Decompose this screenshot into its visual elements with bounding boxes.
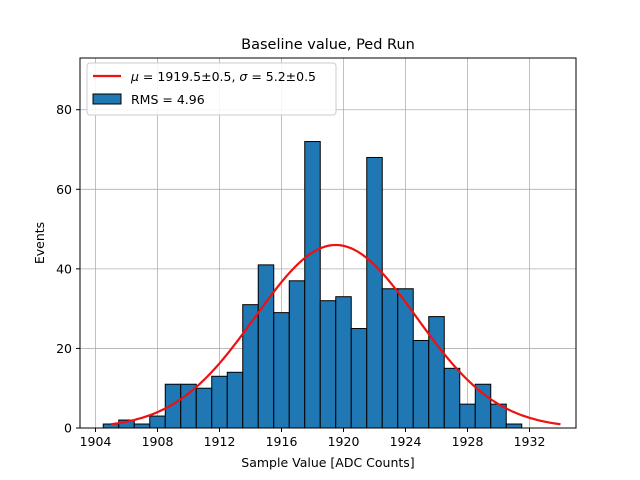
histogram-bar <box>428 316 445 429</box>
histogram-bar <box>412 339 430 429</box>
legend-fit-label: μ = 1919.5±0.5, σ = 5.2±0.5 <box>130 69 316 84</box>
y-axis-label: Events <box>32 222 47 264</box>
legend-sigma-symbol: σ <box>239 69 248 84</box>
chart-title: Baseline value, Ped Run <box>241 37 415 53</box>
legend-mu-value: 1919.5±0.5 <box>157 69 231 84</box>
y-tick-label: 40 <box>56 261 72 276</box>
x-tick-label: 1916 <box>266 434 298 449</box>
x-tick-label: 1928 <box>452 434 484 449</box>
x-tick-label: 1908 <box>142 434 174 449</box>
histogram-bar <box>211 375 228 429</box>
x-axis-label: Sample Value [ADC Counts] <box>241 455 414 470</box>
histogram-bars <box>102 141 523 429</box>
histogram-bar <box>257 264 275 429</box>
histogram-bar <box>350 328 368 429</box>
histogram-bar <box>474 383 492 429</box>
y-tick-label: 60 <box>56 182 72 197</box>
axis-ticks: 1904 1908 1912 1916 1920 1924 1928 1932 0 20 40 60 8… <box>56 102 545 449</box>
y-tick-label: 20 <box>56 341 72 356</box>
legend-sigma-value: 5.2±0.5 <box>266 69 316 84</box>
plot-frame <box>79 57 577 429</box>
legend-sigma-eq: = <box>247 69 265 84</box>
histogram-bar <box>102 423 120 429</box>
histogram-bar <box>288 280 306 429</box>
histogram-bar <box>149 415 166 429</box>
histogram-bar <box>443 367 461 429</box>
histogram-bar <box>505 423 523 429</box>
legend: μ = 1919.5±0.5, σ = 5.2±0.5 RMS = 4.96 <box>86 62 337 116</box>
histogram-bar <box>459 403 476 429</box>
x-tick-label: 1912 <box>204 434 236 449</box>
legend-box <box>86 62 337 116</box>
histogram-bar <box>133 423 151 429</box>
histogram-bar <box>226 371 244 429</box>
histogram-bar <box>366 156 383 429</box>
gaussian-fit-curve <box>110 243 561 426</box>
histogram-bar <box>319 300 337 429</box>
x-tick-label: 1920 <box>328 434 360 449</box>
y-tick-label: 80 <box>56 102 72 117</box>
legend-hist-swatch <box>92 93 122 105</box>
legend-mu-symbol: μ = <box>130 69 157 84</box>
legend-hist-label: RMS = 4.96 <box>131 92 205 107</box>
legend-separator: , <box>231 69 239 84</box>
x-tick-label: 1932 <box>514 434 546 449</box>
histogram-bar <box>335 296 352 429</box>
x-tick-label: 1924 <box>390 434 422 449</box>
histogram-bar <box>304 141 321 429</box>
y-tick-label: 0 <box>64 421 72 436</box>
histogram-bar <box>180 383 197 429</box>
histogram-bar <box>381 288 399 429</box>
histogram-bar <box>273 312 290 429</box>
histogram-bar <box>195 387 213 429</box>
x-tick-label: 1904 <box>80 434 112 449</box>
